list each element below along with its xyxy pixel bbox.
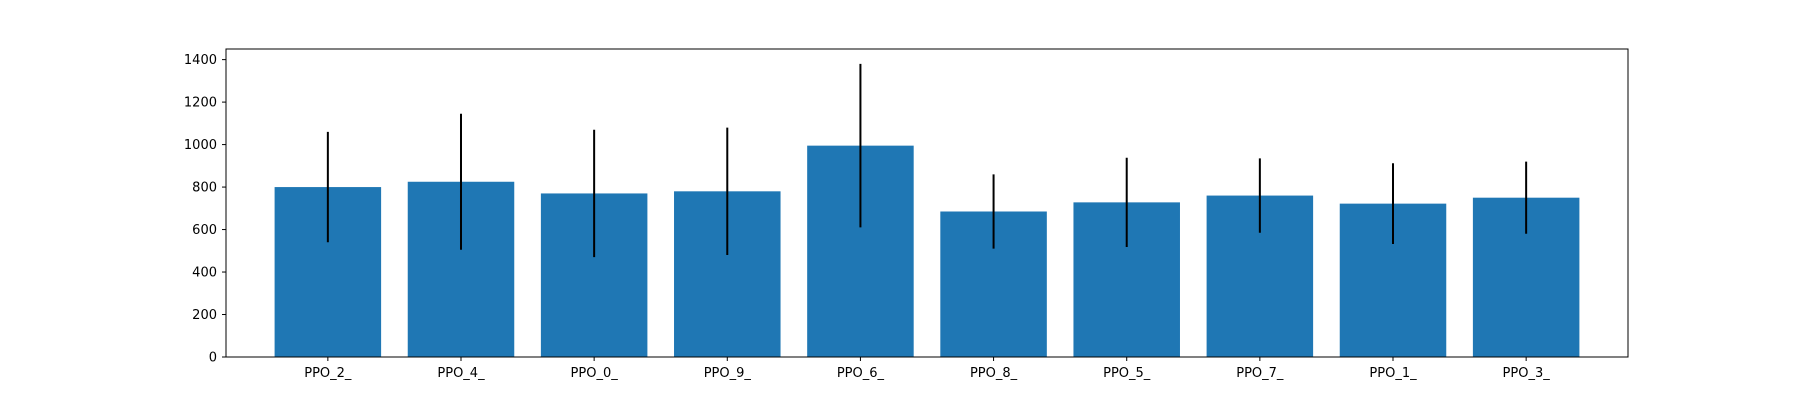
x-tick-label: PPO_0_ xyxy=(571,366,619,381)
y-axis: 0 200 400 600 800 1000 1200 1400 xyxy=(184,53,226,366)
x-tick-label: PPO_1_ xyxy=(1369,366,1417,381)
x-axis: PPO_2_ PPO_4_ PPO_0_ PPO_9_ PPO_6_ PPO_8_ PPO_… xyxy=(304,357,1550,381)
x-tick-label: PPO_7_ xyxy=(1236,366,1284,381)
y-tick-label: 600 xyxy=(192,223,217,238)
x-tick-label: PPO_2_ xyxy=(304,366,352,381)
error-bars-layer xyxy=(326,63,1528,258)
bars-layer xyxy=(274,145,1580,357)
x-tick-label: PPO_3_ xyxy=(1503,366,1551,381)
y-tick-label: 1400 xyxy=(184,53,217,68)
x-tick-label: PPO_6_ xyxy=(837,366,885,381)
plot-frame xyxy=(225,48,1629,358)
x-tick-label: PPO_8_ xyxy=(970,366,1018,381)
x-tick-label: PPO_4_ xyxy=(437,366,485,381)
x-tick-label: PPO_5_ xyxy=(1103,366,1151,381)
y-tick-label: 1000 xyxy=(184,138,217,153)
y-tick-label: 0 xyxy=(209,351,217,366)
x-tick-label: PPO_9_ xyxy=(704,366,752,381)
y-tick-label: 1200 xyxy=(184,96,217,111)
y-tick-label: 800 xyxy=(192,181,217,196)
y-tick-label: 400 xyxy=(192,266,217,281)
y-tick-label: 200 xyxy=(192,308,217,323)
